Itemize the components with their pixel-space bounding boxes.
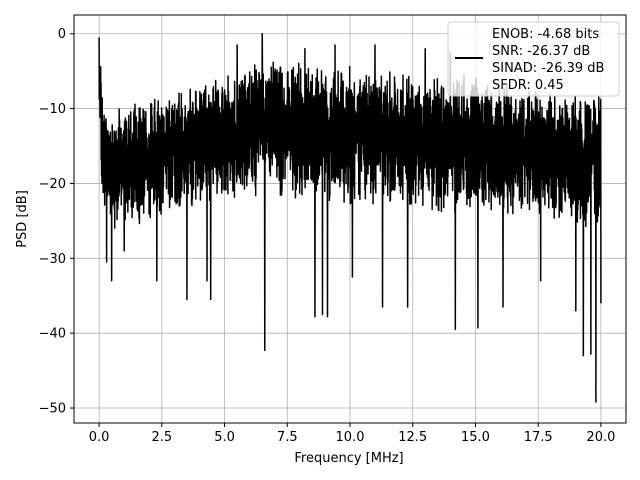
- y-tick-label: −10: [39, 102, 66, 117]
- x-tick-label: 17.5: [524, 430, 553, 445]
- x-tick-label: 2.5: [151, 430, 172, 445]
- y-tick-label: 0: [58, 27, 66, 42]
- legend-entry-enob: ENOB: -4.68 bits: [492, 27, 599, 42]
- x-axis-label: Frequency [MHz]: [294, 451, 403, 466]
- x-tick-label: 10.0: [336, 430, 365, 445]
- legend-box: [447, 21, 620, 97]
- legend: ENOB: -4.68 bits SNR: -26.37 dB SINAD: -…: [447, 21, 620, 97]
- y-axis-ticks: 0 −10 −20 −30 −40 −50: [39, 27, 74, 417]
- series-group: [98, 32, 602, 403]
- y-tick-label: −50: [39, 402, 66, 417]
- x-tick-label: 20.0: [586, 430, 615, 445]
- x-tick-label: 15.0: [461, 430, 490, 445]
- x-tick-label: 5.0: [214, 430, 235, 445]
- y-tick-label: −30: [39, 252, 66, 267]
- legend-entry-sinad: SINAD: -26.39 dB: [492, 61, 604, 76]
- x-tick-label: 0.0: [89, 430, 110, 445]
- x-tick-label: 12.5: [398, 430, 427, 445]
- y-axis-label: PSD [dB]: [15, 190, 30, 248]
- x-tick-label: 7.5: [277, 430, 298, 445]
- y-tick-label: −40: [39, 327, 66, 342]
- x-axis-ticks: 0.0 2.5 5.0 7.5 10.0 12.5 15.0 17.5 20.0: [89, 423, 615, 445]
- legend-entry-snr: SNR: -26.37 dB: [492, 44, 590, 59]
- legend-entry-sfdr: SFDR: 0.45: [492, 78, 564, 93]
- psd-series-line: [98, 32, 602, 403]
- y-tick-label: −20: [39, 177, 66, 192]
